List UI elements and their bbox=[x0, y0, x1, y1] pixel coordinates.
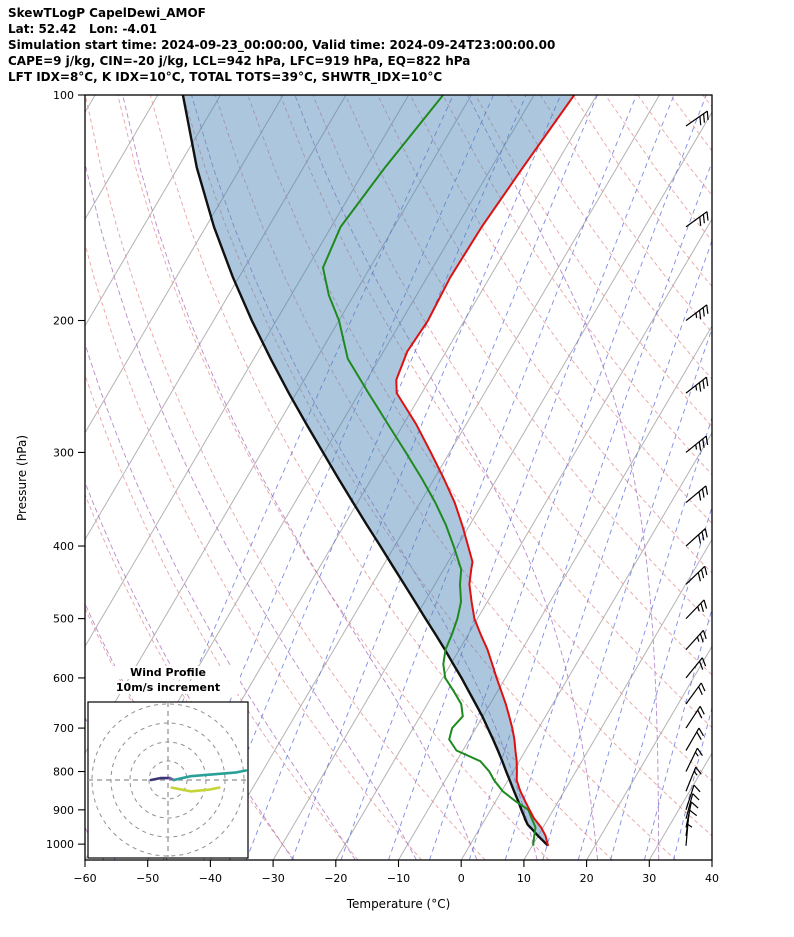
hodograph-trace bbox=[172, 769, 248, 782]
temperature-tick-label: −20 bbox=[324, 872, 347, 885]
pressure-tick-label: 600 bbox=[53, 672, 74, 685]
pressure-tick-label: 200 bbox=[53, 315, 74, 328]
temperature-tick-label: −60 bbox=[73, 872, 96, 885]
parcel-curve bbox=[181, 95, 549, 847]
temperature-tick-label: 10 bbox=[517, 872, 531, 885]
time-line: Simulation start time: 2024-09-23_00:00:… bbox=[8, 38, 556, 52]
pressure-axis-label: Pressure (hPa) bbox=[15, 434, 29, 522]
wind-profile-subtitle: 10m/s increment bbox=[96, 681, 240, 694]
temperature-curve bbox=[395, 95, 576, 847]
hodograph-trace bbox=[170, 786, 221, 793]
location-line: Lat: 52.42 Lon: -4.01 bbox=[8, 22, 157, 36]
pressure-tick-label: 400 bbox=[53, 540, 74, 553]
temperature-tick-label: 0 bbox=[458, 872, 465, 885]
hodograph-inset bbox=[87, 701, 249, 859]
pressure-tick-label: 300 bbox=[53, 446, 74, 459]
pressure-tick-label: 900 bbox=[53, 804, 74, 817]
indices-line-1: CAPE=9 j/kg, CIN=-20 j/kg, LCL=942 hPa, … bbox=[8, 54, 471, 68]
dewpoint-curve bbox=[321, 95, 537, 846]
hodograph-content bbox=[88, 702, 248, 858]
temperature-tick-label: 40 bbox=[705, 872, 719, 885]
wind-profile-title: Wind Profile bbox=[96, 666, 240, 679]
hodograph-trace bbox=[149, 776, 172, 782]
temperature-tick-label: −40 bbox=[199, 872, 222, 885]
indices-line-2: LFT IDX=8°C, K IDX=10°C, TOTAL TOTS=39°C… bbox=[8, 70, 443, 84]
pressure-tick-label: 700 bbox=[53, 722, 74, 735]
chart-header: SkewTLogP CapelDewi_AMOF Lat: 52.42 Lon:… bbox=[8, 5, 555, 85]
temperature-tick-label: 20 bbox=[580, 872, 594, 885]
temperature-tick-label: −30 bbox=[261, 872, 284, 885]
pressure-tick-label: 100 bbox=[53, 89, 74, 102]
temperature-tick-label: −50 bbox=[136, 872, 159, 885]
pressure-tick-label: 800 bbox=[53, 766, 74, 779]
temperature-tick-label: 30 bbox=[642, 872, 656, 885]
cape-cin-shade bbox=[182, 95, 575, 846]
temperature-axis-label: Temperature (°C) bbox=[346, 897, 451, 911]
chart-title: SkewTLogP CapelDewi_AMOF bbox=[8, 6, 206, 20]
pressure-tick-label: 500 bbox=[53, 613, 74, 626]
temperature-tick-label: −10 bbox=[387, 872, 410, 885]
pressure-tick-label: 1000 bbox=[46, 838, 74, 851]
profiles-group bbox=[181, 95, 576, 847]
wind-barbs-group bbox=[685, 110, 709, 846]
